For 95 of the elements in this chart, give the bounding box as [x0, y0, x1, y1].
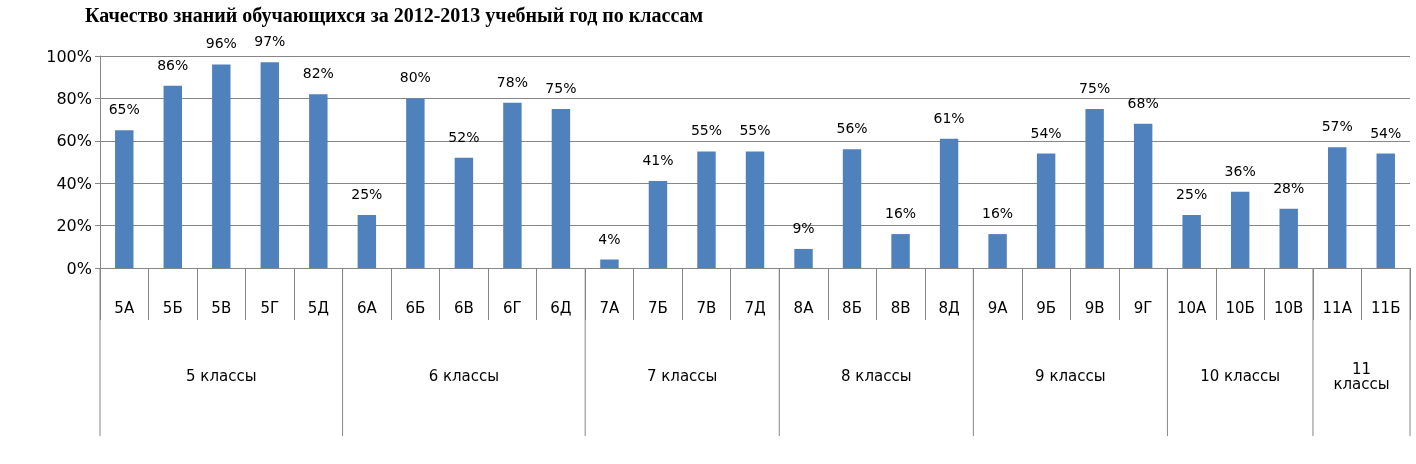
bar — [503, 102, 522, 268]
x-tick-label: 10Б — [1225, 298, 1255, 317]
x-tick-label: 7В — [696, 298, 717, 317]
x-tick-label: 9Г — [1133, 298, 1153, 317]
data-label: 9% — [792, 219, 815, 236]
x-tick-label: 5В — [211, 298, 232, 317]
data-label: 96% — [205, 35, 237, 52]
data-label: 52% — [448, 128, 480, 145]
bar — [163, 85, 182, 268]
x-tick-label: 6Г — [503, 298, 522, 317]
data-label: 75% — [1079, 80, 1111, 96]
text: 7 классы — [646, 367, 718, 385]
text: 8 классы — [841, 367, 912, 385]
data-label: 28% — [1273, 179, 1305, 196]
bar — [842, 149, 862, 268]
y-tick-label: 20% — [56, 216, 92, 236]
x-tick-label: 5Д — [307, 298, 329, 317]
data-label: 61% — [933, 109, 965, 126]
data-label: 54% — [1030, 124, 1062, 141]
bar — [1036, 153, 1056, 268]
chart-title: Качество знаний обучающихся за 2012-2013 учебный год по классам — [85, 4, 704, 27]
bar — [1182, 215, 1201, 268]
x-tick-label: 7Д — [744, 298, 766, 317]
bar — [988, 234, 1007, 268]
bar — [600, 259, 619, 268]
x-tick-label: 6Д — [550, 298, 572, 317]
data-label: 55% — [739, 122, 771, 139]
text: 11 классы — [1333, 359, 1390, 393]
data-label: 25% — [1176, 186, 1208, 202]
x-tick-label: 9А — [987, 298, 1009, 317]
x-tick-label: 5Б — [162, 298, 183, 317]
bar — [212, 64, 231, 268]
text: 5 классы — [186, 367, 257, 385]
x-tick-label: 5А — [114, 298, 135, 317]
data-label: 97% — [254, 33, 286, 50]
data-label: 86% — [157, 56, 189, 73]
bar — [406, 98, 425, 268]
x-tick-label: 9Б — [1036, 298, 1057, 317]
bar — [794, 248, 813, 268]
data-label: 65% — [108, 101, 140, 118]
data-label: 82% — [302, 65, 334, 82]
bar — [1133, 123, 1153, 268]
y-tick-label: 100% — [46, 46, 92, 66]
data-label: 80% — [399, 69, 431, 86]
bar — [891, 234, 910, 268]
bar — [939, 138, 959, 268]
data-label: 4% — [598, 230, 621, 247]
x-tick-label: 10В — [1274, 298, 1304, 317]
x-tick-label: 6Б — [405, 298, 426, 317]
bar — [1230, 191, 1250, 268]
y-tick-label: 60% — [56, 131, 92, 151]
x-tick-label: 6А — [356, 298, 378, 317]
data-label: 16% — [884, 205, 917, 222]
bar — [309, 94, 328, 268]
y-tick-label: 0% — [66, 258, 92, 278]
bar — [745, 151, 765, 268]
x-tick-label: 6В — [453, 298, 474, 317]
data-label: 57% — [1321, 118, 1353, 135]
text: 9 классы — [1035, 367, 1106, 385]
x-tick-label: 8Д — [938, 298, 960, 317]
y-tick-label: 40% — [56, 173, 92, 193]
bar — [357, 215, 377, 268]
x-tick-label: 8Б — [842, 298, 862, 317]
x-tick-label: 7Б — [648, 298, 668, 317]
bar — [260, 62, 280, 268]
data-label: 36% — [1224, 162, 1256, 179]
bar — [1085, 109, 1104, 268]
x-tick-label: 11А — [1322, 298, 1353, 317]
bar — [454, 157, 474, 268]
bar — [648, 181, 668, 268]
data-label: 54% — [1370, 124, 1402, 141]
x-tick-label: 9В — [1084, 298, 1105, 317]
x-tick-label: 10А — [1176, 298, 1208, 317]
bar — [1328, 147, 1347, 268]
data-label: 16% — [982, 205, 1014, 222]
data-label: 56% — [836, 120, 868, 137]
data-label: 68% — [1127, 94, 1159, 111]
data-label: 75% — [545, 80, 577, 96]
x-tick-label: 8В — [890, 298, 911, 317]
bar — [115, 130, 134, 268]
bar — [1279, 208, 1298, 268]
text: 6 классы — [428, 367, 500, 385]
data-label: 55% — [690, 122, 723, 139]
data-label: 41% — [642, 152, 674, 169]
x-tick-label: 5Г — [260, 298, 280, 317]
bar — [1376, 153, 1395, 268]
bar — [697, 151, 716, 268]
bar — [551, 109, 571, 268]
data-label: 25% — [351, 186, 383, 202]
x-tick-label: 11Б — [1371, 298, 1401, 317]
x-tick-label: 8А — [793, 298, 815, 317]
text: 10 классы — [1200, 367, 1281, 385]
data-label: 78% — [496, 73, 528, 90]
y-tick-label: 80% — [56, 88, 92, 108]
x-tick-label: 7А — [599, 298, 621, 317]
